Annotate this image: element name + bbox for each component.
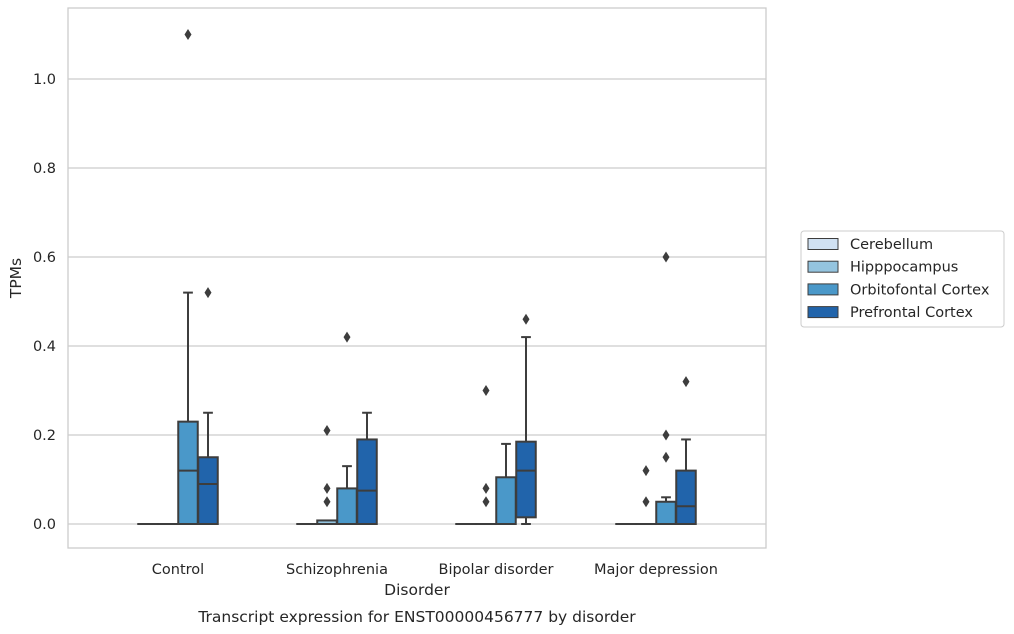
plot-frame (67, 7, 767, 549)
legend-swatch (807, 238, 839, 250)
box-3-0 (197, 287, 219, 525)
outlier-point (522, 313, 530, 325)
plot-area (68, 8, 766, 548)
legend-item: Prefrontal Cortex (807, 305, 973, 321)
box-3-1 (356, 411, 378, 526)
outlier-point (642, 465, 650, 477)
legend-swatch (807, 306, 839, 319)
x-tick-label: Control (152, 562, 204, 578)
box-body (177, 420, 199, 525)
outlier-point (662, 451, 670, 463)
box-2-1 (336, 331, 358, 525)
box-3-2 (515, 313, 537, 525)
x-tick-label: Schizophrenia (286, 562, 388, 578)
y-axis-label: TPMs (7, 258, 25, 299)
legend: Cerebellum Hipppocampus Orbitofontal Corte… (800, 230, 1005, 328)
y-tick-label: 0.8 (33, 161, 56, 177)
outlier-point (323, 496, 331, 508)
outlier-point (482, 385, 490, 396)
outlier-point (662, 429, 670, 441)
box-body (197, 456, 219, 525)
x-tick-label: Major depression (594, 562, 718, 578)
box-body (336, 487, 358, 525)
legend-item: Orbitofontal Cortex (807, 282, 990, 298)
legend-item: Hipppocampus (807, 260, 958, 276)
legend-label: Cerebellum (850, 237, 933, 253)
box-1-3 (635, 465, 657, 526)
legend-label: Prefrontal Cortex (850, 305, 973, 321)
outlier-point (662, 251, 670, 263)
box-body (515, 440, 537, 519)
y-tick-labels: 0.0 0.2 0.4 0.6 0.8 1.0 (33, 72, 56, 533)
box-body (495, 476, 517, 525)
box-1-2 (475, 385, 497, 526)
outlier-point (184, 29, 192, 40)
outlier-point (682, 376, 690, 388)
outlier-point (323, 425, 331, 437)
box-2-3 (655, 251, 677, 525)
box-groups (137, 29, 697, 526)
outlier-point (323, 482, 331, 494)
box-body (655, 500, 677, 525)
outlier-point (204, 287, 212, 299)
legend-label: Hipppocampus (850, 260, 958, 276)
outlier-point (482, 496, 490, 508)
y-tick-label: 1.0 (33, 72, 56, 88)
box-body (675, 469, 697, 526)
outlier-point (642, 496, 650, 508)
legend-label: Orbitofontal Cortex (850, 282, 990, 298)
x-tick-labels: Control Schizophrenia Bipolar disorder Majo… (152, 562, 718, 578)
chart-caption: Transcript expression for ENST0000045677… (197, 608, 636, 626)
legend-frame (800, 230, 1005, 328)
x-axis-label: Disorder (384, 581, 450, 599)
legend-swatch (807, 283, 839, 296)
box-3-3 (675, 376, 697, 526)
y-tick-label: 0.6 (33, 250, 56, 266)
box-body (356, 438, 378, 526)
legend-swatch (807, 260, 839, 273)
y-tick-label: 0.2 (33, 428, 56, 444)
outlier-point (482, 482, 490, 494)
y-tick-label: 0.0 (33, 517, 56, 533)
y-tick-label: 0.4 (33, 339, 56, 355)
x-tick-label: Bipolar disorder (439, 562, 554, 578)
outlier-point (343, 331, 351, 343)
legend-item: Cerebellum (807, 237, 933, 253)
